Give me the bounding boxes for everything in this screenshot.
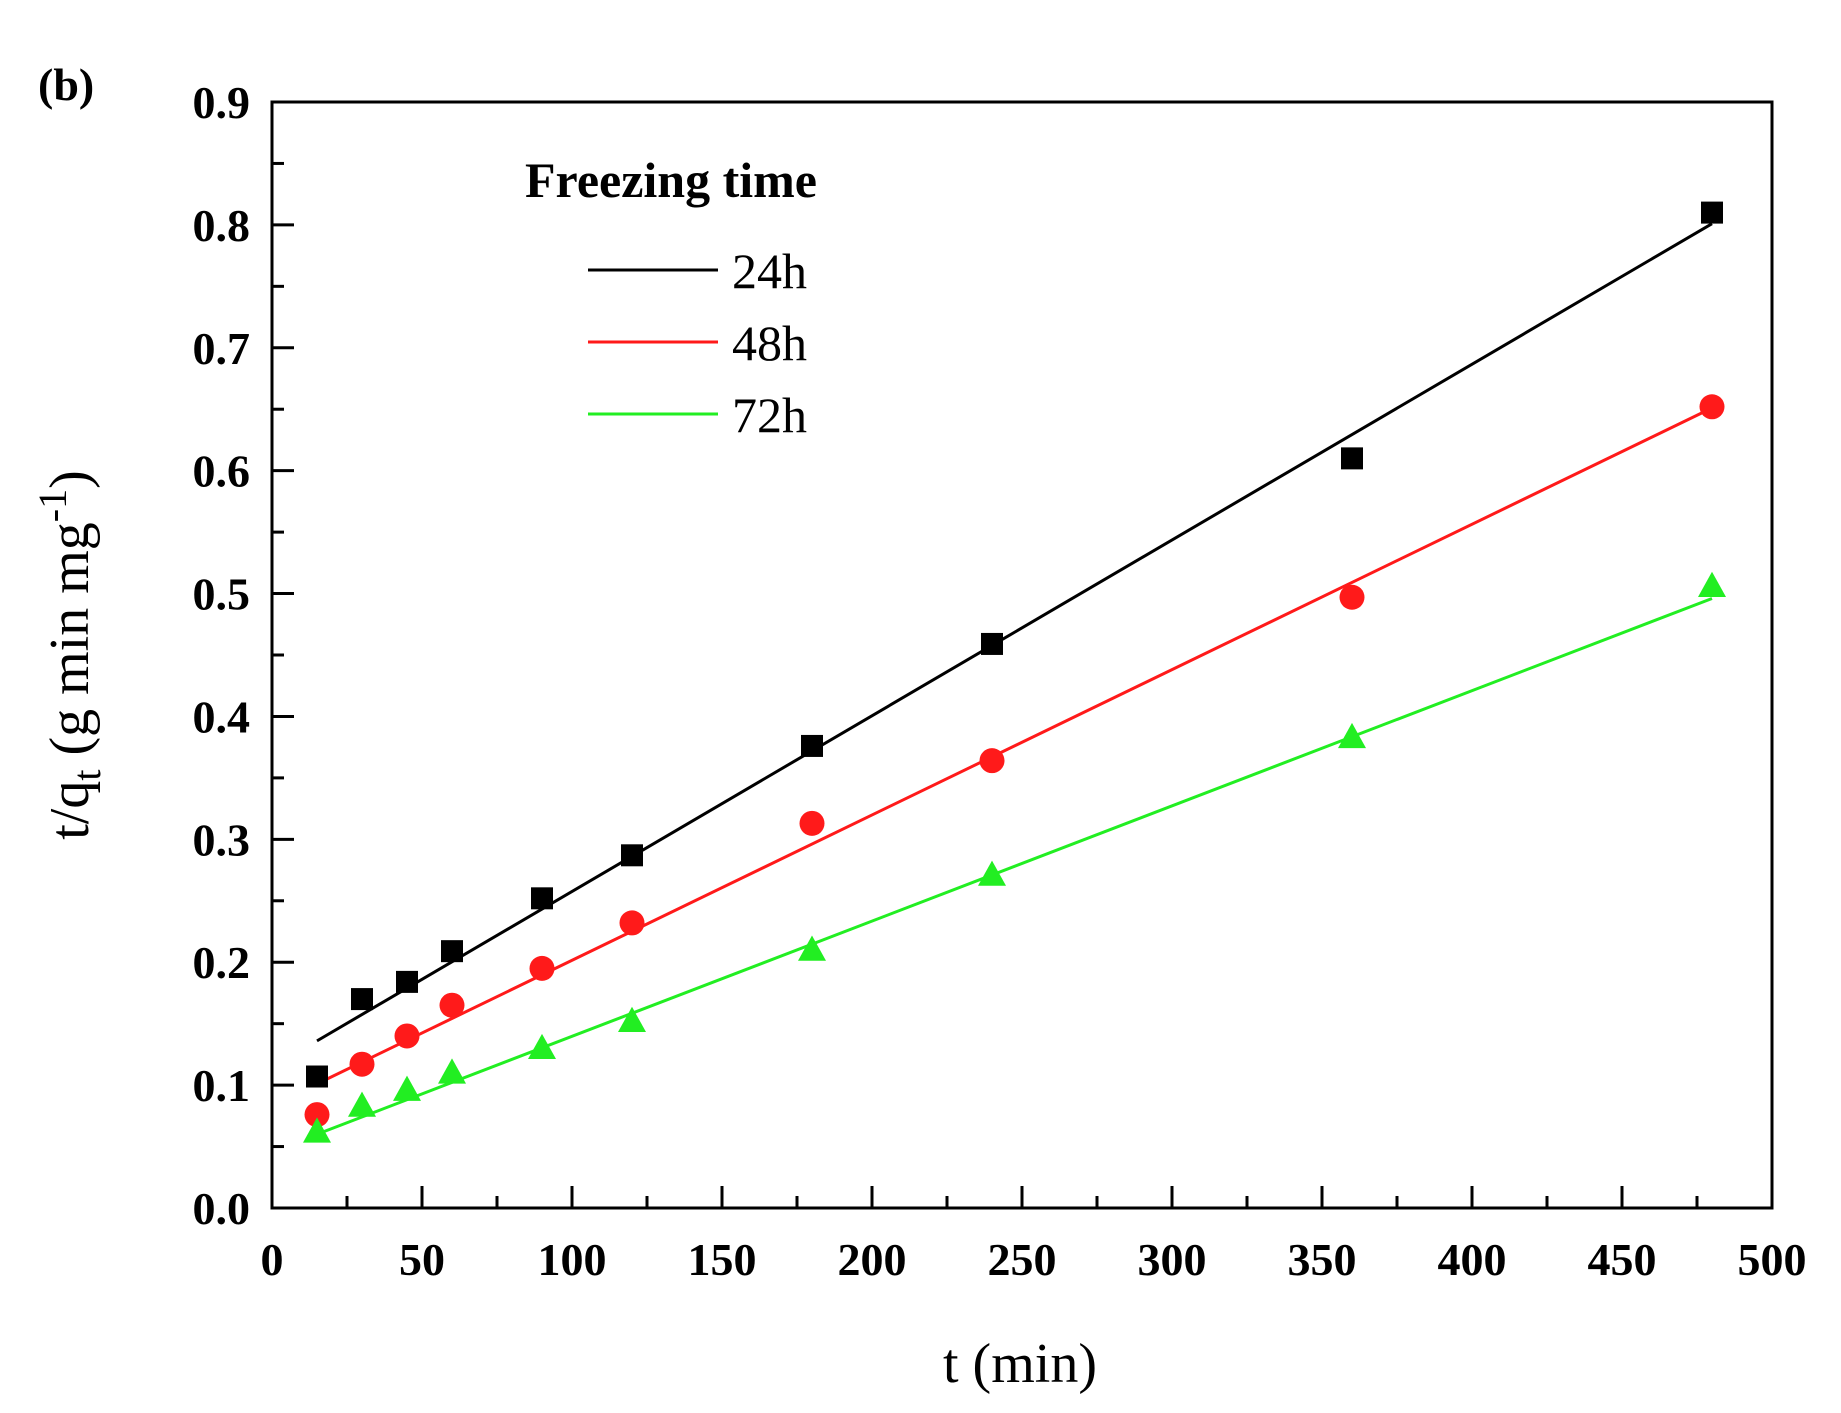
y-tick-label: 0.0 — [193, 1183, 251, 1234]
y-tick-label: 0.6 — [193, 446, 251, 497]
x-axis: 0 50 100 150 200 250 300 350 400 450 500 — [261, 1186, 1807, 1285]
fit-lines — [316, 222, 1713, 1136]
y-tick-label: 0.5 — [193, 569, 251, 620]
legend-label-24h: 24h — [732, 243, 807, 299]
data-point-72h — [978, 860, 1006, 886]
data-point-48h — [529, 955, 555, 981]
y-axis-label-sup: -1 — [30, 489, 75, 522]
y-tick-label: 0.8 — [193, 200, 251, 251]
y-tick-label: 0.3 — [193, 814, 251, 865]
data-point-48h — [979, 748, 1005, 774]
data-point-72h — [393, 1075, 421, 1101]
data-point-72h — [348, 1091, 376, 1117]
data-point-24h — [621, 844, 643, 867]
data-point-72h — [1338, 722, 1366, 749]
y-axis-label-unit: (g min mg — [39, 522, 101, 769]
data-point-24h — [981, 632, 1003, 655]
data-point-24h — [1701, 201, 1723, 224]
data-point-24h — [306, 1065, 328, 1088]
x-axis-label: t (min) — [943, 1333, 1097, 1395]
plot-frame — [270, 100, 1774, 1210]
data-point-72h — [618, 1006, 646, 1033]
x-tick-label: 200 — [838, 1234, 907, 1285]
data-point-48h — [439, 992, 465, 1018]
data-point-24h — [801, 734, 823, 757]
x-tick-label: 100 — [538, 1234, 607, 1285]
data-point-72h — [528, 1033, 556, 1060]
x-tick-label: 400 — [1438, 1234, 1507, 1285]
x-tick-label: 350 — [1288, 1234, 1357, 1285]
y-axis-label-sub: t — [64, 770, 109, 781]
data-markers — [303, 201, 1726, 1143]
x-tick-label: 50 — [399, 1234, 445, 1285]
x-tick-label: 500 — [1738, 1234, 1807, 1285]
x-tick-label: 450 — [1588, 1234, 1657, 1285]
data-point-48h — [619, 910, 645, 936]
x-tick-label: 250 — [988, 1234, 1057, 1285]
y-tick-label: 0.2 — [193, 937, 251, 988]
data-point-72h — [798, 935, 826, 961]
y-tick-label: 0.4 — [193, 691, 251, 742]
x-tick-label: 300 — [1138, 1234, 1207, 1285]
data-point-48h — [394, 1023, 420, 1049]
y-tick-label: 0.9 — [193, 77, 251, 128]
y-tick-label: 0.7 — [193, 323, 251, 374]
y-axis-label-main: t/q — [39, 781, 101, 840]
data-point-48h — [1339, 584, 1365, 610]
data-point-72h — [438, 1058, 466, 1084]
legend-title: Freezing time — [525, 152, 817, 208]
data-point-24h — [1341, 447, 1363, 470]
data-point-24h — [441, 940, 463, 963]
legend-label-72h: 72h — [732, 387, 807, 443]
data-point-48h — [799, 810, 825, 836]
data-point-72h — [1698, 571, 1726, 597]
fit-line-48h — [316, 406, 1713, 1086]
data-point-48h — [349, 1051, 375, 1077]
y-axis: 0.0 0.1 0.2 0.3 0.4 0.5 0.6 0.7 0.8 0.9 — [193, 77, 294, 1234]
x-tick-label: 150 — [688, 1234, 757, 1285]
y-axis-label-close: ) — [39, 470, 101, 489]
data-point-48h — [1699, 394, 1725, 420]
legend-label-48h: 48h — [732, 315, 807, 371]
fit-line-24h — [316, 222, 1713, 1043]
x-tick-label: 0 — [261, 1234, 284, 1285]
data-point-24h — [351, 988, 373, 1011]
legend: Freezing time 24h 48h 72h — [525, 152, 817, 443]
data-point-24h — [531, 887, 553, 910]
y-axis-label: t/qt (g min mg-1) — [30, 470, 109, 840]
data-point-72h — [303, 1117, 331, 1143]
panel-label: (b) — [38, 59, 94, 110]
data-point-48h — [304, 1102, 330, 1128]
fit-line-72h — [316, 597, 1713, 1136]
data-point-24h — [396, 970, 418, 993]
y-tick-label: 0.1 — [193, 1060, 251, 1111]
